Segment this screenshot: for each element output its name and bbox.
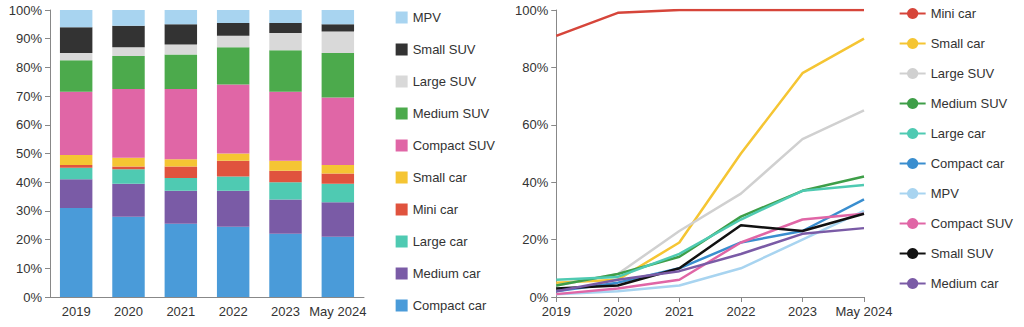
svg-text:2022: 2022: [726, 304, 755, 319]
svg-text:30%: 30%: [16, 203, 42, 218]
svg-text:90%: 90%: [16, 31, 42, 46]
svg-text:40%: 40%: [16, 175, 42, 190]
svg-text:Medium SUV: Medium SUV: [931, 96, 1008, 111]
svg-text:2019: 2019: [542, 304, 571, 319]
svg-text:100%: 100%: [9, 3, 43, 18]
svg-text:Large SUV: Large SUV: [931, 66, 995, 81]
svg-text:2023: 2023: [271, 304, 300, 319]
svg-text:Mini car: Mini car: [931, 6, 977, 21]
svg-text:10%: 10%: [16, 261, 42, 276]
svg-text:Medium car: Medium car: [413, 266, 482, 281]
svg-text:Large SUV: Large SUV: [413, 74, 477, 89]
svg-text:Compact car: Compact car: [413, 298, 487, 313]
svg-text:MPV: MPV: [413, 10, 442, 25]
svg-text:60%: 60%: [16, 117, 42, 132]
svg-text:Large car: Large car: [413, 234, 469, 249]
svg-text:2021: 2021: [665, 304, 694, 319]
svg-text:20%: 20%: [522, 232, 548, 247]
svg-text:Medium car: Medium car: [931, 276, 1000, 291]
svg-text:70%: 70%: [16, 89, 42, 104]
svg-text:80%: 80%: [522, 60, 548, 75]
svg-text:May 2024: May 2024: [835, 304, 892, 319]
svg-text:Small car: Small car: [931, 36, 986, 51]
svg-text:Medium SUV: Medium SUV: [413, 106, 490, 121]
svg-text:MPV: MPV: [931, 186, 960, 201]
svg-text:2023: 2023: [788, 304, 817, 319]
svg-text:0%: 0%: [23, 290, 42, 305]
svg-text:2021: 2021: [166, 304, 195, 319]
svg-text:0%: 0%: [529, 290, 548, 305]
svg-text:50%: 50%: [16, 146, 42, 161]
svg-text:2020: 2020: [114, 304, 143, 319]
svg-text:Compact car: Compact car: [931, 156, 1005, 171]
svg-text:2022: 2022: [219, 304, 248, 319]
svg-text:Small SUV: Small SUV: [931, 246, 994, 261]
svg-text:60%: 60%: [522, 117, 548, 132]
svg-text:2019: 2019: [62, 304, 91, 319]
svg-text:Compact SUV: Compact SUV: [413, 138, 496, 153]
svg-text:Mini car: Mini car: [413, 202, 459, 217]
svg-text:40%: 40%: [522, 175, 548, 190]
svg-text:Small SUV: Small SUV: [413, 42, 476, 57]
svg-text:20%: 20%: [16, 232, 42, 247]
svg-text:2020: 2020: [603, 304, 632, 319]
svg-text:100%: 100%: [515, 3, 549, 18]
svg-text:80%: 80%: [16, 60, 42, 75]
svg-text:May 2024: May 2024: [309, 304, 366, 319]
svg-text:Small car: Small car: [413, 170, 468, 185]
svg-text:Large car: Large car: [931, 126, 987, 141]
svg-text:Compact SUV: Compact SUV: [931, 216, 1014, 231]
